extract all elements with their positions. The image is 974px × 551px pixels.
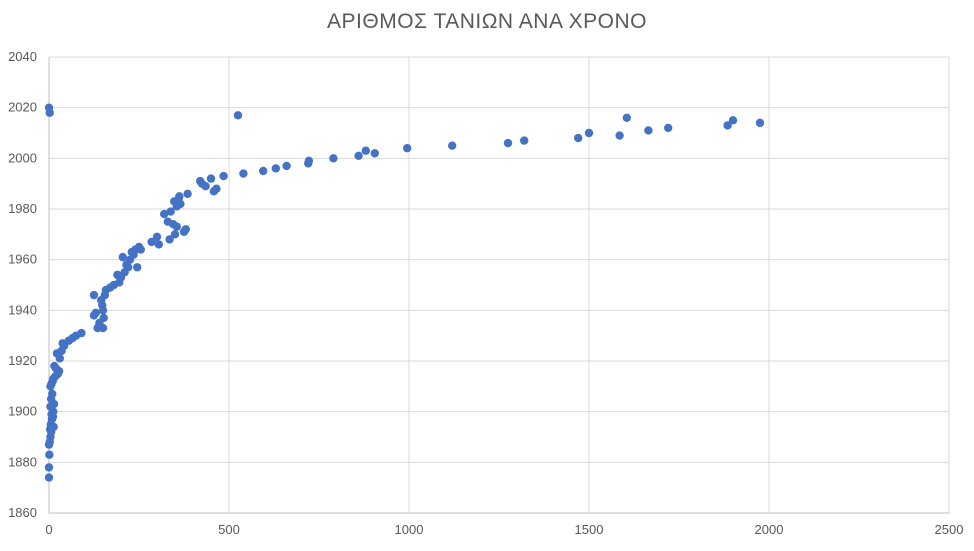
y-tick-label: 1980 bbox=[8, 201, 37, 216]
data-point bbox=[622, 113, 631, 123]
data-point bbox=[165, 235, 174, 244]
data-point bbox=[206, 174, 216, 183]
data-point bbox=[49, 399, 59, 409]
data-point bbox=[723, 121, 732, 130]
data-point bbox=[136, 245, 145, 254]
data-point bbox=[133, 263, 142, 272]
data-point bbox=[370, 149, 379, 158]
data-point bbox=[176, 199, 185, 209]
data-point bbox=[520, 136, 529, 145]
data-point bbox=[354, 151, 363, 160]
data-point bbox=[98, 306, 108, 315]
data-point bbox=[329, 154, 338, 163]
data-point bbox=[181, 225, 190, 234]
y-tick-label: 1880 bbox=[8, 454, 37, 469]
data-point bbox=[201, 182, 210, 191]
gridlines bbox=[49, 56, 950, 513]
data-point bbox=[239, 169, 248, 178]
data-point bbox=[271, 164, 280, 173]
data-point bbox=[403, 144, 412, 153]
x-tick-label: 1000 bbox=[395, 522, 424, 537]
data-point bbox=[212, 184, 221, 193]
y-tick-label: 1960 bbox=[8, 252, 37, 267]
data-points bbox=[44, 103, 765, 482]
y-tick-label: 2020 bbox=[8, 100, 37, 115]
data-point bbox=[152, 232, 162, 242]
data-point bbox=[644, 126, 653, 135]
y-tick-label: 1860 bbox=[8, 505, 37, 520]
x-tick-label: 500 bbox=[218, 522, 240, 537]
data-point bbox=[282, 161, 291, 171]
data-point bbox=[147, 237, 156, 247]
data-point bbox=[48, 412, 58, 421]
data-point bbox=[44, 473, 54, 482]
data-point bbox=[51, 372, 60, 381]
data-point bbox=[728, 116, 738, 125]
data-point bbox=[233, 111, 243, 120]
y-tick-label: 1900 bbox=[8, 404, 37, 419]
tick-labels: 1860 1880 1900 1920 1940 1960 1980 2000 2020 2040… bbox=[8, 49, 963, 537]
data-point bbox=[160, 209, 169, 219]
data-point bbox=[259, 166, 268, 176]
data-point bbox=[664, 123, 673, 133]
x-tick-label: 2500 bbox=[935, 522, 964, 537]
data-point bbox=[170, 230, 180, 239]
axes bbox=[48, 57, 949, 514]
y-tick-label: 2000 bbox=[8, 150, 37, 165]
data-point bbox=[584, 128, 594, 138]
data-point bbox=[99, 313, 108, 323]
y-tick-label: 1920 bbox=[8, 353, 37, 368]
data-point bbox=[124, 263, 133, 272]
data-point bbox=[118, 252, 128, 262]
data-point bbox=[45, 450, 54, 459]
data-point bbox=[219, 171, 228, 181]
data-point bbox=[304, 156, 314, 166]
data-point bbox=[91, 308, 101, 318]
data-point bbox=[574, 133, 583, 143]
data-point bbox=[44, 463, 54, 472]
data-point bbox=[448, 141, 457, 150]
data-point bbox=[48, 389, 57, 399]
y-tick-label: 1940 bbox=[8, 302, 37, 317]
data-point bbox=[503, 138, 513, 148]
data-point bbox=[361, 146, 370, 155]
data-point bbox=[89, 290, 99, 300]
x-tick-label: 2000 bbox=[755, 522, 784, 537]
data-point bbox=[615, 131, 624, 140]
data-point bbox=[183, 189, 192, 198]
data-point bbox=[172, 222, 181, 231]
data-point bbox=[45, 108, 54, 117]
data-point bbox=[175, 192, 184, 201]
x-tick-label: 1500 bbox=[575, 522, 604, 537]
data-point bbox=[77, 328, 86, 338]
y-tick-label: 2040 bbox=[8, 49, 37, 64]
data-point bbox=[98, 323, 108, 333]
x-tick-label: 0 bbox=[45, 522, 52, 537]
data-point bbox=[166, 207, 175, 216]
data-point bbox=[154, 240, 163, 249]
data-point bbox=[55, 354, 64, 363]
data-point bbox=[755, 118, 765, 128]
data-point bbox=[49, 422, 58, 432]
chart-title: ΑΡΙΘΜΟΣ ΤΑΝΙΩΝ ΑΝΑ ΧΡΟΝΟ bbox=[327, 10, 647, 33]
